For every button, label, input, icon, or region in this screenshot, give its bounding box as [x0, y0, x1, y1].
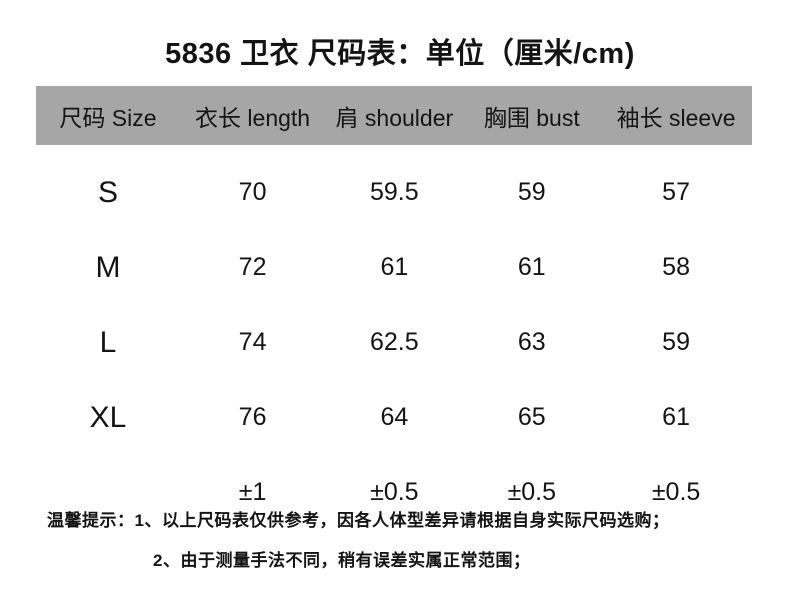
bust-value: 65 [517, 403, 546, 431]
length-value: 76 [238, 403, 267, 431]
size-label: L [99, 325, 117, 359]
size-label: XL [89, 400, 127, 434]
size-chart-table: 尺码 Size 衣长 length 肩 shoulder 胸围 bust 袖长 … [36, 86, 752, 530]
shoulder-value: 64 [380, 403, 409, 431]
note-line-1: 温馨提示：1、以上尺码表仅供参考，因各人体型差异请根据自身实际尺码选购； [47, 511, 670, 530]
header-length: 衣长 length [195, 104, 311, 131]
length-value: 70 [238, 178, 267, 206]
bust-tolerance: ±0.5 [507, 478, 557, 506]
table-row-xl: XL 76 64 65 61 [36, 380, 752, 455]
header-size: 尺码 Size [59, 104, 157, 131]
page-title: 5836 卫衣 尺码表：单位（厘米/cm) [165, 38, 635, 70]
bust-value: 63 [517, 328, 546, 356]
size-label: M [95, 250, 121, 284]
shoulder-value: 61 [380, 253, 409, 281]
shoulder-value: 59.5 [370, 178, 419, 206]
header-sleeve: 袖长 sleeve [616, 104, 736, 131]
header-bust: 胸围 bust [483, 104, 580, 131]
table-body: S 70 59.5 59 57 M 72 61 61 58 L 74 62.5 … [36, 145, 752, 530]
footer-notes: 温馨提示：1、以上尺码表仅供参考，因各人体型差异请根据自身实际尺码选购； 2、由… [47, 508, 669, 588]
table-header-row: 尺码 Size 衣长 length 肩 shoulder 胸围 bust 袖长 … [36, 86, 752, 145]
length-tolerance: ±1 [238, 478, 267, 506]
bust-value: 61 [517, 253, 546, 281]
length-value: 72 [238, 253, 267, 281]
sleeve-value: 57 [662, 178, 690, 206]
shoulder-tolerance: ±0.5 [370, 478, 419, 506]
table-row-s: S 70 59.5 59 57 [36, 155, 752, 230]
size-label: S [97, 175, 118, 209]
shoulder-value: 62.5 [370, 328, 419, 356]
sleeve-value: 59 [662, 328, 690, 356]
sleeve-value: 61 [662, 403, 690, 431]
note-line-2: 2、由于测量手法不同，稍有误差实属正常范围； [153, 551, 531, 570]
table-row-tolerance: ±1 ±0.5 ±0.5 ±0.5 [36, 455, 752, 530]
table-row-l: L 74 62.5 63 59 [36, 305, 752, 380]
length-value: 74 [238, 328, 267, 356]
sleeve-value: 58 [662, 253, 690, 281]
header-shoulder: 肩 shoulder [335, 104, 454, 131]
bust-value: 59 [517, 178, 546, 206]
sleeve-tolerance: ±0.5 [651, 478, 701, 506]
table-row-m: M 72 61 61 58 [36, 230, 752, 305]
